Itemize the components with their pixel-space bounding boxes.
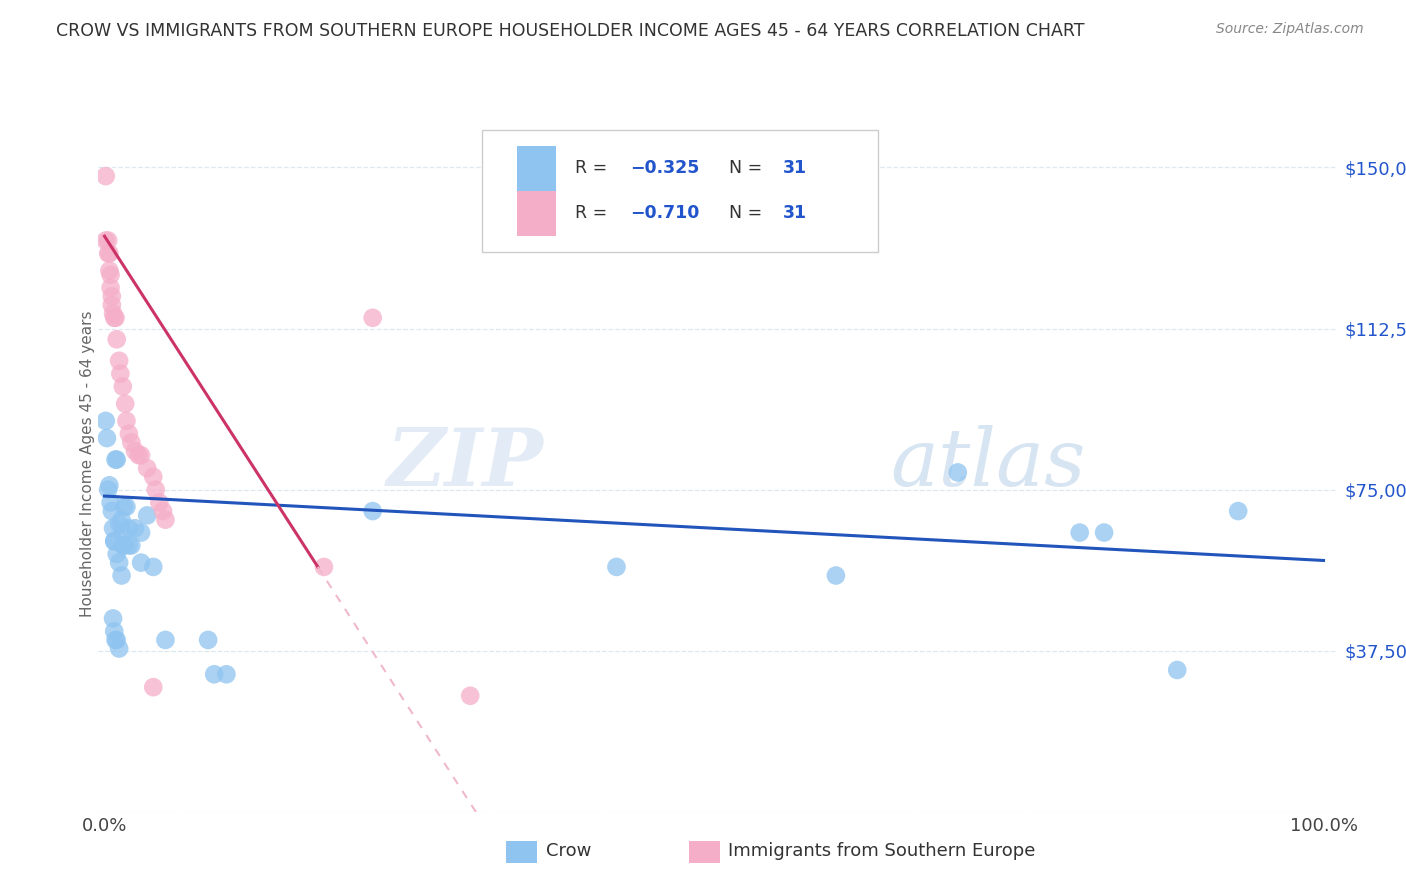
Point (108, 641, 131, 656)
Point (152, 504, 174, 518)
Text: 31: 31 (783, 159, 807, 178)
Point (118, 426, 141, 441)
Point (101, 521, 124, 535)
Text: Immigrants from Southern Europe: Immigrants from Southern Europe (728, 842, 1036, 860)
Point (946, 466, 969, 480)
Point (101, 289, 124, 303)
Point (96, 431, 118, 445)
Point (104, 452, 127, 467)
Point (155, 513, 177, 527)
Point (118, 538, 141, 552)
Point (145, 483, 167, 497)
Text: N =: N = (730, 204, 768, 222)
Point (108, 556, 131, 570)
Point (129, 556, 152, 570)
Point (1227, 504, 1250, 518)
Point (142, 680, 165, 694)
Point (101, 298, 124, 312)
Point (97, 234, 120, 248)
Point (94, 414, 117, 428)
Point (100, 495, 122, 509)
FancyBboxPatch shape (516, 191, 557, 236)
Point (110, 513, 132, 527)
Point (111, 379, 134, 393)
Text: R =: R = (575, 159, 613, 178)
Point (111, 538, 134, 552)
Point (97, 246, 120, 260)
Text: ZIP: ZIP (387, 425, 544, 502)
Text: Source: ZipAtlas.com: Source: ZipAtlas.com (1216, 22, 1364, 37)
Point (825, 568, 848, 582)
Point (1069, 525, 1091, 540)
Point (197, 632, 219, 647)
Text: R =: R = (575, 204, 613, 222)
Text: 31: 31 (783, 204, 807, 222)
Point (124, 521, 146, 535)
Point (142, 560, 165, 574)
Text: atlas: atlas (890, 425, 1085, 502)
Point (104, 310, 127, 325)
Point (98, 263, 121, 277)
Point (111, 525, 134, 540)
Point (136, 508, 159, 523)
Point (105, 332, 128, 346)
Point (129, 525, 152, 540)
FancyBboxPatch shape (516, 145, 557, 191)
Point (1166, 663, 1188, 677)
Point (105, 452, 128, 467)
Point (97, 483, 120, 497)
Point (114, 397, 136, 411)
Text: N =: N = (730, 159, 768, 178)
Point (112, 500, 135, 514)
Point (361, 310, 384, 325)
Point (1092, 525, 1115, 540)
Point (148, 495, 170, 509)
Text: −0.325: −0.325 (630, 159, 700, 178)
Point (103, 624, 125, 639)
Point (605, 560, 627, 574)
Point (458, 689, 481, 703)
Point (105, 547, 128, 561)
Point (110, 568, 132, 582)
Point (120, 538, 142, 552)
Point (124, 444, 146, 458)
Point (312, 560, 335, 574)
Point (112, 538, 135, 552)
Point (115, 414, 138, 428)
Text: CROW VS IMMIGRANTS FROM SOUTHERN EUROPE HOUSEHOLDER INCOME AGES 45 - 64 YEARS CO: CROW VS IMMIGRANTS FROM SOUTHERN EUROPE … (56, 22, 1085, 40)
Point (215, 667, 238, 681)
Point (100, 268, 122, 282)
Point (361, 504, 384, 518)
Point (136, 461, 159, 475)
Point (108, 516, 131, 531)
Point (101, 611, 124, 625)
Point (128, 448, 150, 462)
Point (105, 632, 128, 647)
Point (120, 435, 142, 450)
Point (94, 169, 117, 183)
Point (129, 448, 152, 462)
Y-axis label: Householder Income Ages 45 - 64 years: Householder Income Ages 45 - 64 years (80, 310, 94, 617)
Point (94, 234, 117, 248)
Point (110, 367, 132, 381)
Point (202, 667, 225, 681)
Point (100, 281, 122, 295)
Point (118, 521, 141, 535)
Point (104, 632, 127, 647)
Point (103, 534, 125, 549)
Point (103, 534, 125, 549)
Point (101, 306, 124, 320)
Point (103, 310, 125, 325)
Point (155, 632, 177, 647)
FancyBboxPatch shape (482, 130, 877, 252)
Text: Crow: Crow (546, 842, 591, 860)
Text: −0.710: −0.710 (630, 204, 700, 222)
Point (101, 504, 124, 518)
Point (142, 469, 165, 483)
Point (115, 500, 138, 514)
Point (98, 478, 121, 492)
Point (108, 353, 131, 368)
Point (98, 246, 121, 260)
